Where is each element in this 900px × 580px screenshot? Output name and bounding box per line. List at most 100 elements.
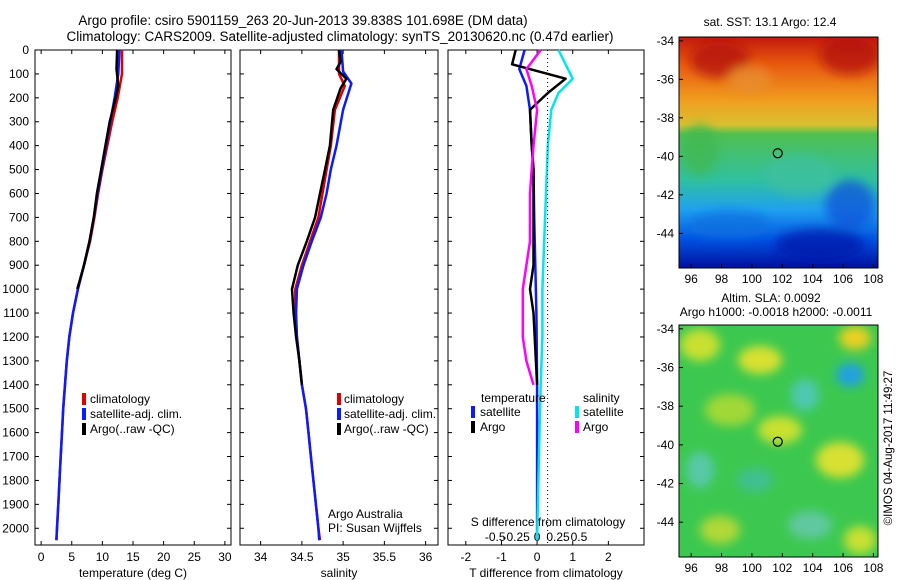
legend-label-sal-argo: Argo [583, 420, 609, 434]
depth-tick-label: 200 [9, 91, 29, 105]
lat-tick-label: -38 [657, 111, 675, 125]
x-tick-label: 34 [254, 550, 268, 564]
depth-tick-label: 600 [9, 186, 29, 200]
salinity-ticks: 34 34.5 35 35.5 36 [254, 50, 433, 564]
depth-tick-label: 1500 [2, 402, 29, 416]
temperature-ticks: 0 5 10 15 20 25 30 [38, 50, 232, 564]
lat-tick-label: -42 [657, 188, 675, 202]
legend-swatch-satellite [82, 408, 86, 420]
temperature-legend: climatology satellite-adj. clim. Argo(..… [82, 392, 182, 436]
lat-tick-label: -40 [657, 149, 675, 163]
argo-location-marker [772, 436, 783, 447]
lat-tick-label: -40 [657, 438, 675, 452]
s-diff-tick-label: -0.5 [485, 530, 506, 544]
temperature-axes [34, 49, 232, 546]
difference-xlabel2: S difference from climatology [471, 515, 626, 529]
lat-tick-label: -44 [657, 226, 675, 240]
lon-tick-label: 104 [803, 272, 823, 286]
depth-tick-label: 2000 [2, 521, 29, 535]
lon-tick-label: 98 [715, 561, 729, 575]
difference-series [510, 49, 574, 541]
x-tick-label: -2 [460, 550, 471, 564]
legend-swatch-satellite [337, 408, 341, 420]
figure-title-line2: Climatology: CARS2009. Satellite-adjuste… [66, 29, 613, 44]
depth-tick-label: 1900 [2, 497, 29, 511]
x-tick-label: 35.5 [373, 550, 397, 564]
legend-swatch-argo [337, 423, 341, 435]
legend-header-salinity: salinity [583, 391, 620, 405]
legend-swatch-temp-satellite [471, 406, 475, 418]
lon-tick-label: 106 [833, 272, 853, 286]
sla-map-title: Altim. SLA: 0.0092 [721, 291, 821, 305]
pi-label: PI: Susan Wijffels [328, 521, 422, 535]
depth-tick-label: 300 [9, 115, 29, 129]
x-tick-label: 30 [218, 550, 232, 564]
lon-tick-label: 104 [803, 561, 823, 575]
salinity-axes [239, 49, 439, 546]
sla-map-subtitle: Argo h1000: -0.0018 h2000: -0.0011 [680, 305, 873, 319]
lat-tick-label: -44 [657, 515, 675, 529]
x-tick-label: 0 [38, 550, 45, 564]
depth-tick-label: 900 [9, 258, 29, 272]
difference-xlabel: T difference from climatology [469, 566, 623, 580]
depth-tick-label: 1100 [3, 306, 29, 320]
depth-tick-label: 0 [22, 43, 29, 57]
legend-label-satellite: satellite-adj. clim. [90, 407, 182, 421]
x-tick-label: -1 [496, 550, 507, 564]
legend-label-temp-argo: Argo [480, 420, 506, 434]
x-tick-label: 35 [336, 550, 350, 564]
x-tick-label: 25 [188, 550, 202, 564]
series-line-2 [510, 49, 567, 385]
series-line-3 [76, 49, 120, 290]
x-tick-label: 20 [157, 550, 171, 564]
series-line-4 [521, 49, 542, 386]
lon-tick-label: 102 [772, 561, 792, 575]
lon-tick-label: 96 [684, 272, 698, 286]
legend-label-sal-satellite: satellite [583, 405, 624, 419]
temperature-xlabel: temperature (deg C) [79, 566, 187, 580]
salinity-series [290, 49, 353, 541]
lon-tick-label: 108 [863, 272, 883, 286]
temperature-series [55, 49, 124, 541]
depth-tick-label: 1300 [2, 354, 29, 368]
lat-tick-label: -36 [657, 72, 675, 86]
argo-australia-label: Argo Australia [328, 507, 403, 521]
lon-tick-label: 106 [833, 561, 853, 575]
lat-tick-label: -34 [657, 34, 675, 48]
lon-tick-label: 102 [772, 272, 792, 286]
lon-tick-label: 96 [684, 561, 698, 575]
salinity-legend: climatology satellite-adj. clim. Argo(..… [337, 392, 436, 436]
legend-label-satellite: satellite-adj. clim. [344, 407, 436, 421]
legend-label-temp-satellite: satellite [480, 405, 521, 419]
x-tick-label: 1 [569, 550, 576, 564]
depth-tick-label: 1700 [2, 450, 29, 464]
sla-map-ticks: 96 98 100 102 104 106 108 -34 -36 -38 -40 -42 -44 [657, 322, 884, 575]
series-line-2 [294, 49, 353, 541]
legend-swatch-climatology [337, 393, 341, 405]
depth-tick-label: 700 [9, 210, 29, 224]
difference-legend: temperature salinity satellite Argo sate… [471, 391, 624, 434]
s-diff-tick-label: 0.5 [571, 530, 588, 544]
depth-tick-label: 800 [9, 234, 29, 248]
series-line-1 [294, 50, 347, 541]
legend-header-temperature: temperature [481, 391, 546, 405]
legend-label-climatology: climatology [344, 392, 404, 406]
depth-tick-label: 1800 [2, 473, 29, 487]
legend-swatch-argo [82, 423, 86, 435]
x-tick-label: 34.5 [290, 550, 314, 564]
depth-tick-labels: 0 100 200 300 400 500 600 700 800 900 1000 1100 1200… [2, 43, 644, 535]
salinity-xlabel: salinity [321, 566, 358, 580]
lat-tick-label: -36 [657, 361, 675, 375]
x-tick-label: 5 [68, 550, 75, 564]
depth-tick-label: 100 [9, 67, 29, 81]
legend-label-argo: Argo(..raw -QC) [344, 422, 429, 436]
series-line-1 [55, 50, 124, 541]
sst-map-ticks: 96 98 100 102 104 106 108 -34 -36 -38 -40 -42 -44 [657, 34, 884, 286]
lon-tick-label: 100 [742, 561, 762, 575]
sla-map-frame [678, 324, 879, 558]
sla-map-field [679, 325, 878, 557]
lat-tick-label: -42 [657, 477, 675, 491]
legend-label-argo: Argo(..raw -QC) [90, 422, 175, 436]
legend-swatch-sal-argo [575, 421, 579, 433]
